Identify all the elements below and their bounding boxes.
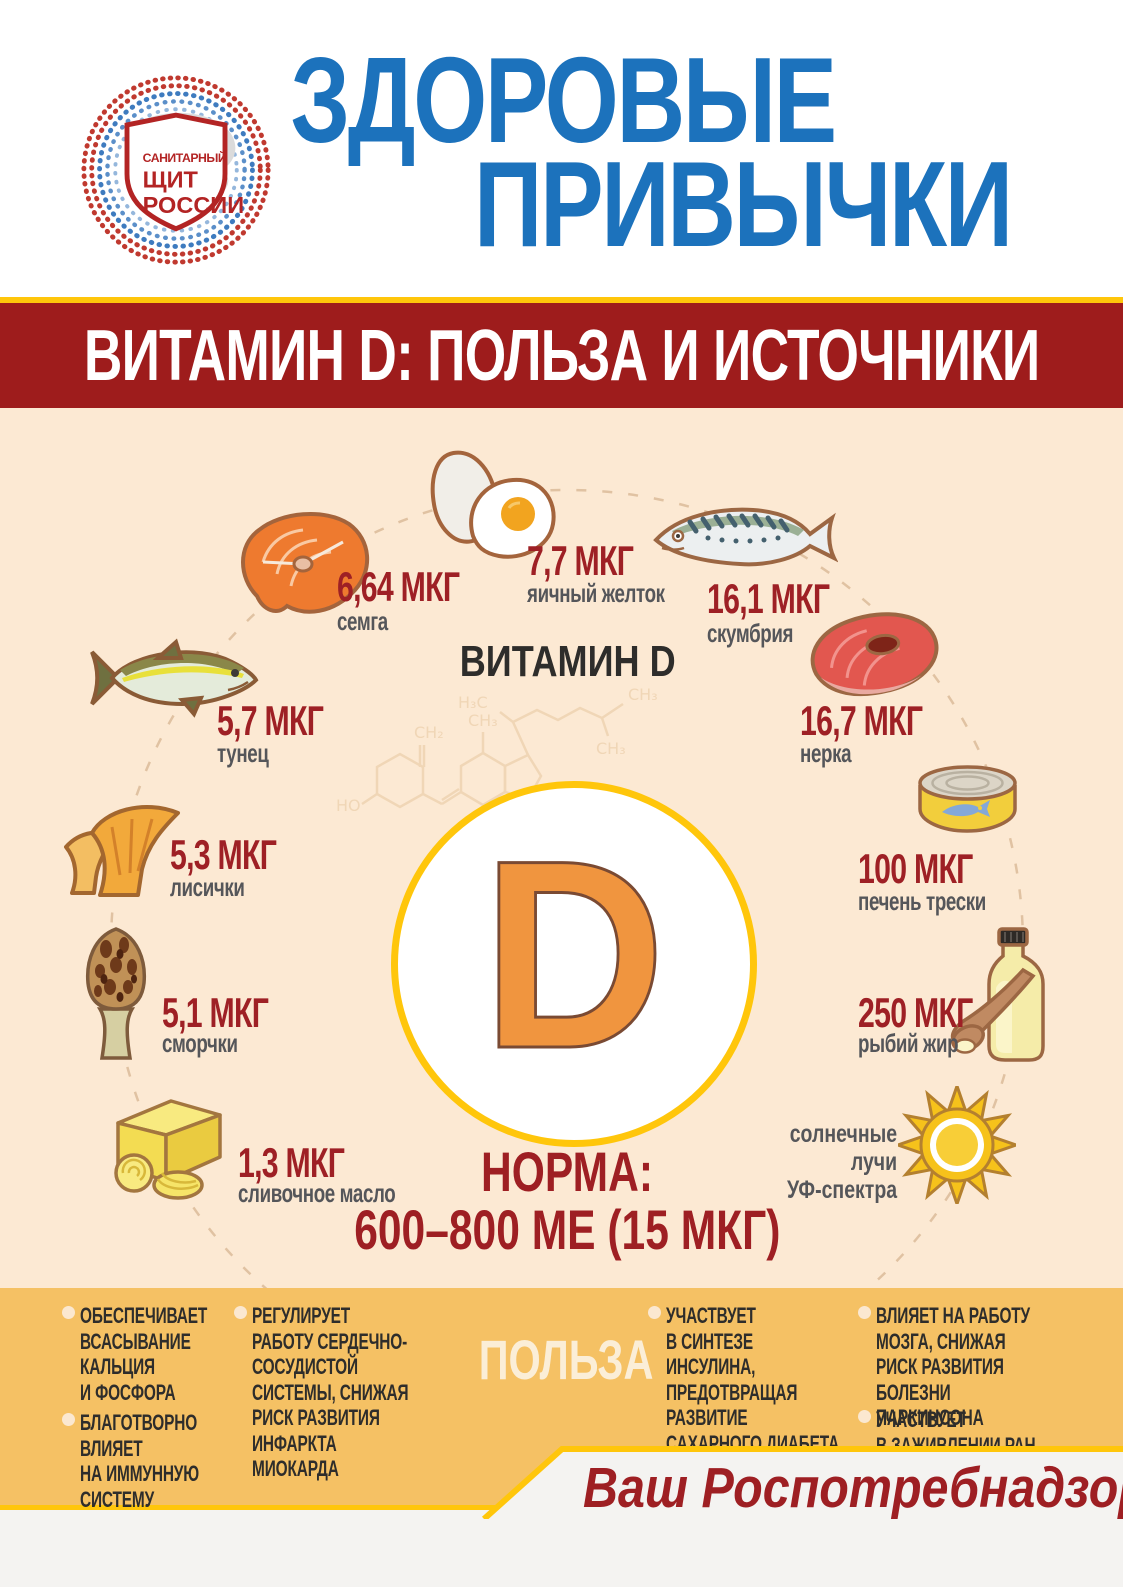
rospotrebnadzor-signature: Ваш Роспотребнадзор: [583, 1456, 1123, 1520]
benefit-item: УЧАСТВУЕТ В СИНТЕЗЕ ИНСУЛИНА, ПРЕДОТВРАЩ…: [666, 1303, 840, 1456]
fish-oil-amount: 250 МКГ: [858, 989, 973, 1036]
logo-text-line1: САНИТАРНЫЙ: [143, 150, 227, 165]
vitamin-d-heading: ВИТАМИН D: [459, 637, 676, 686]
cod-liver-name: печень трески: [858, 886, 986, 916]
norm-value: 600–800 МЕ (15 МКГ): [354, 1198, 781, 1261]
letter-d: D: [481, 804, 668, 1104]
norm-label: НОРМА:: [480, 1140, 654, 1203]
tuna-name: тунец: [217, 738, 269, 768]
footer-strip: [0, 1510, 1123, 1587]
footer-notch-shape: [481, 1446, 1123, 1519]
poster-title-line2: ПРИВЫЧКИ: [474, 136, 1013, 272]
poster-title-line1: ЗДОРОВЫЕ: [290, 32, 838, 168]
logo-text-line2: ЩИТ: [143, 167, 199, 193]
cod-liver-can-icon: [918, 765, 1017, 833]
sockeye-name: нерка: [800, 738, 852, 768]
mackerel-icon: [653, 507, 838, 567]
benefit-item: БЛАГОТВОРНО ВЛИЯЕТ НА ИММУННУЮ СИСТЕМУ: [80, 1410, 199, 1512]
bullet-icon: [62, 1306, 75, 1319]
vitamin-d-badge: D: [391, 781, 757, 1147]
svg-text:CH₃: CH₃: [628, 685, 658, 704]
sanitary-shield-of-russia-logo: САНИТАРНЫЙ ЩИТ РОССИИ: [81, 75, 271, 265]
cod-liver-amount: 100 МКГ: [858, 845, 973, 892]
bullet-icon: [648, 1306, 661, 1319]
benefit-item: ОБЕСПЕЧИВАЕТ ВСАСЫВАНИЕ КАЛЬЦИЯ И ФОСФОР…: [80, 1303, 208, 1405]
poster-title: ЗДОРОВЫЕ ПРИВЫЧКИ: [137, 32, 1014, 272]
chanterelle-name: лисички: [170, 872, 245, 902]
section-banner: ВИТАМИН D: ПОЛЬЗА И ИСТОЧНИКИ: [0, 297, 1123, 408]
logo-text-line3: РОССИИ: [143, 192, 244, 218]
svg-text:CH₃: CH₃: [468, 711, 498, 730]
egg-amount: 7,7 МКГ: [527, 537, 634, 584]
svg-text:CH₂: CH₂: [414, 723, 444, 742]
svg-text:CH₃: CH₃: [596, 739, 626, 758]
mackerel-name: скумбрия: [707, 618, 794, 648]
bullet-icon: [62, 1413, 75, 1426]
chanterelle-amount: 5,3 МКГ: [170, 831, 277, 878]
butter-name: сливочное масло: [238, 1178, 396, 1208]
svg-text:HO: HO: [336, 796, 361, 815]
fish-oil-icon: [950, 927, 1045, 1062]
benefits-heading: ПОЛЬЗА: [478, 1328, 654, 1391]
sun-icon: [898, 1086, 1016, 1204]
salmon-name: семга: [337, 606, 388, 636]
morel-amount: 5,1 МКГ: [162, 989, 269, 1036]
salmon-steak-icon: [241, 512, 369, 614]
bullet-icon: [234, 1306, 247, 1319]
egg-name: яичный желток: [527, 578, 665, 608]
butter-amount: 1,3 МКГ: [238, 1139, 345, 1186]
tuna-amount: 5,7 МКГ: [217, 697, 324, 744]
sources-section: ВИТАМИН D HO CH₂ CH₃ H₃C CH₃ CH₃ D НОРМА…: [0, 408, 1123, 1288]
sun-uv-label: солнечные лучи УФ-спектра: [786, 1120, 897, 1204]
chanterelle-icon: [64, 805, 180, 897]
bullet-icon: [858, 1410, 871, 1423]
vitamin-d-molecule-structure: HO CH₂ CH₃ H₃C CH₃ CH₃: [336, 685, 658, 815]
salmon-amount: 6,64 МКГ: [337, 563, 460, 610]
bullet-icon: [858, 1306, 871, 1319]
fish-oil-name: рыбий жир: [858, 1028, 959, 1058]
daily-norm: НОРМА: 600–800 МЕ (15 МКГ): [287, 1144, 847, 1258]
sockeye-amount: 16,7 МКГ: [800, 697, 923, 744]
sockeye-steak-icon: [810, 612, 939, 697]
mackerel-amount: 16,1 МКГ: [707, 575, 830, 622]
benefit-item: РЕГУЛИРУЕТ РАБОТУ СЕРДЕЧНО- СОСУДИСТОЙ С…: [252, 1303, 409, 1482]
egg-yolk-icon: [430, 450, 556, 559]
butter-icon: [114, 1099, 222, 1200]
banner-title: ВИТАМИН D: ПОЛЬЗА И ИСТОЧНИКИ: [83, 315, 1040, 396]
morel-name: сморчки: [162, 1028, 238, 1058]
svg-text:H₃C: H₃C: [458, 693, 488, 712]
tuna-icon: [90, 638, 259, 718]
benefit-item: ВЛИЯЕТ НА РАБОТУ МОЗГА, СНИЖАЯ РИСК РАЗВ…: [876, 1303, 1030, 1431]
shield-shape: [124, 112, 228, 232]
benefits-section: ОБЕСПЕЧИВАЕТ ВСАСЫВАНИЕ КАЛЬЦИЯ И ФОСФОР…: [0, 1288, 1123, 1512]
morel-icon: [85, 927, 147, 1060]
